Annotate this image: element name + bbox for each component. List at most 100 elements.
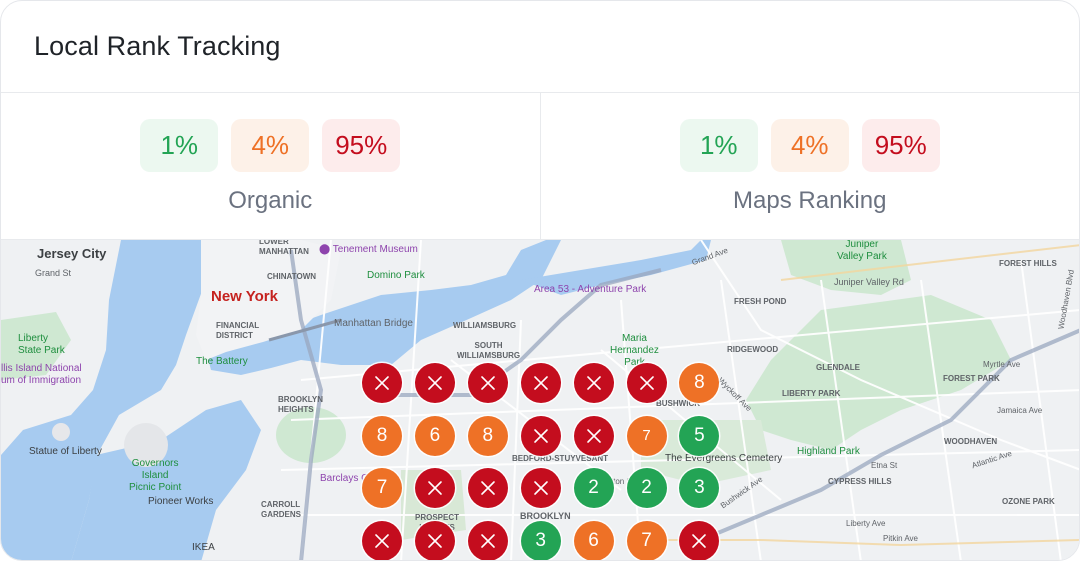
rank-marker[interactable] — [679, 520, 720, 560]
rank-value: 2 — [588, 477, 599, 498]
map-label-pitkin-ave: Pitkin Ave — [883, 534, 918, 543]
map-label-evergreens-cemetery: The Evergreens Cemetery — [665, 453, 783, 464]
map-label-ridgewood: RIDGEWOOD — [727, 345, 779, 354]
map-label-statue-of-liberty: Statue of Liberty — [29, 446, 102, 457]
map-label-carroll-gardens: CARROLL GARDENS — [261, 500, 302, 519]
map-label-domino-park: Domino Park — [367, 270, 425, 281]
rank-marker[interactable] — [467, 468, 508, 508]
rank-marker[interactable] — [573, 363, 614, 403]
card-header: Local Rank Tracking — [1, 1, 1079, 93]
maps-panel: 1% 4% 95% Maps Ranking — [539, 93, 1080, 239]
stats-row: 1% 4% 95% Organic 1% 4% 95% Maps Ranking — [1, 93, 1079, 240]
not-ranked-icon — [428, 533, 442, 548]
not-ranked-icon — [586, 428, 601, 443]
maps-label: Maps Ranking — [733, 187, 887, 214]
rank-value: 8 — [482, 424, 494, 446]
map-label-ikea: IKEA — [192, 542, 215, 553]
map-label-jamaica-ave: Jamaica Ave — [997, 406, 1043, 415]
map-label-bedford-stuyvesant: BEDFORD-STUYVESANT — [512, 454, 609, 463]
map-label-etna-st: Etna St — [871, 461, 898, 470]
not-ranked-icon — [428, 376, 442, 390]
rank-marker[interactable] — [573, 415, 614, 456]
rank-value: 2 — [641, 477, 652, 498]
map-label-chinatown: CHINATOWN — [267, 272, 317, 281]
rank-marker[interactable]: 7 — [362, 468, 402, 508]
rank-marker[interactable] — [467, 363, 508, 403]
rank-marker[interactable]: 2 — [626, 468, 667, 508]
rank-marker[interactable]: 7 — [626, 415, 667, 456]
map-base — [1, 240, 1079, 560]
organic-panel: 1% 4% 95% Organic — [1, 93, 540, 239]
rank-marker[interactable] — [414, 520, 455, 560]
rank-marker[interactable] — [414, 363, 455, 403]
rank-value: 7 — [641, 529, 652, 551]
map-label-fulton-st: Fulton St — [602, 477, 635, 486]
not-ranked-icon — [533, 481, 548, 495]
rank-value: 5 — [694, 424, 705, 446]
map-label-tenement-museum: ⬤ Tenement Museum — [319, 244, 418, 255]
rank-marker[interactable]: 8 — [362, 415, 402, 456]
organic-top-rank-pill: 1% — [140, 119, 219, 172]
organic-label: Organic — [228, 187, 313, 214]
map-label-brooklyn: BROOKLYN — [520, 511, 571, 521]
rank-map[interactable]: Jersey City Grand St New York LOWER MANH… — [1, 240, 1079, 560]
not-ranked-icon — [428, 481, 442, 495]
maps-top-rank-pill: 1% — [679, 119, 758, 172]
rank-value: 3 — [535, 529, 546, 551]
not-ranked-icon — [480, 533, 495, 548]
not-ranked-icon — [533, 376, 548, 390]
rank-value: 3 — [694, 477, 705, 498]
map-label-barclays: Barclays C — [320, 473, 369, 484]
rank-marker[interactable] — [520, 363, 561, 403]
map-label-grand-st: Grand St — [35, 268, 72, 278]
not-ranked-icon — [639, 376, 654, 390]
map-label-williamsburg: WILLIAMSBURG — [453, 321, 517, 330]
rank-marker[interactable] — [362, 363, 402, 403]
map-label-ellis-island: llis Island National um of Immigration — [1, 363, 82, 386]
map-label-pioneer-works: Pioneer Works — [148, 496, 214, 507]
map-label-forest-park: FOREST PARK — [943, 374, 1000, 383]
map-label-liberty-state-park: Liberty State Park — [18, 333, 65, 356]
rank-value: 8 — [376, 424, 388, 446]
organic-low-rank-pill: 95% — [322, 119, 401, 172]
rank-marker[interactable]: 7 — [626, 520, 667, 560]
rank-marker[interactable] — [414, 468, 455, 508]
rank-marker[interactable]: 2 — [573, 468, 614, 508]
rank-marker[interactable]: 5 — [679, 415, 720, 456]
not-ranked-icon — [375, 376, 389, 390]
rank-value: 7 — [376, 477, 388, 498]
not-ranked-icon — [480, 481, 495, 495]
rank-marker[interactable] — [467, 520, 508, 560]
map-label-glendale: GLENDALE — [816, 363, 860, 372]
rank-marker[interactable] — [520, 415, 561, 456]
rank-marker[interactable]: 8 — [467, 415, 508, 456]
maps-low-rank-pill: 95% — [861, 119, 940, 172]
organic-mid-rank-pill: 4% — [231, 119, 310, 172]
map-label-liberty-ave: Liberty Ave — [846, 519, 886, 528]
map-label-maria-hernandez-park: Maria Hernandez Park — [610, 333, 659, 368]
map-label-lower-manhattan: LOWER MANHATTAN — [259, 240, 309, 256]
rank-marker[interactable] — [626, 363, 667, 403]
rank-marker[interactable] — [520, 468, 561, 508]
rank-marker[interactable] — [362, 520, 402, 560]
not-ranked-icon — [480, 376, 495, 390]
rank-marker[interactable]: 8 — [679, 363, 720, 403]
rank-value: 6 — [588, 529, 599, 551]
page-title: Local Rank Tracking — [34, 31, 281, 61]
map-label-liberty-park: LIBERTY PARK — [782, 389, 841, 398]
map-label-the-battery: The Battery — [196, 356, 248, 367]
map-label-juniper-valley-rd: Juniper Valley Rd — [834, 277, 904, 287]
rank-marker[interactable]: 6 — [414, 415, 455, 456]
map-label-fresh-pond: FRESH POND — [734, 297, 787, 306]
rank-marker[interactable]: 3 — [520, 520, 561, 560]
rank-marker[interactable]: 6 — [573, 520, 614, 560]
rank-marker[interactable]: 3 — [679, 468, 720, 508]
map-label-cypress-hills: CYPRESS HILLS — [828, 477, 892, 486]
map-label-new-york: New York — [211, 288, 278, 305]
map-label-juniper-valley-park: Juniper Valley Park — [837, 240, 887, 262]
rank-marker-grid: 8 8 6 8 7 5 7 2 2 3 3 6 7 — [1, 240, 1079, 560]
map-label-area53: Area 53 - Adventure Park — [534, 284, 647, 295]
map-label-governors-island: Governors Island Picnic Point — [129, 458, 182, 493]
map-label-woodhaven: WOODHAVEN — [944, 437, 998, 446]
